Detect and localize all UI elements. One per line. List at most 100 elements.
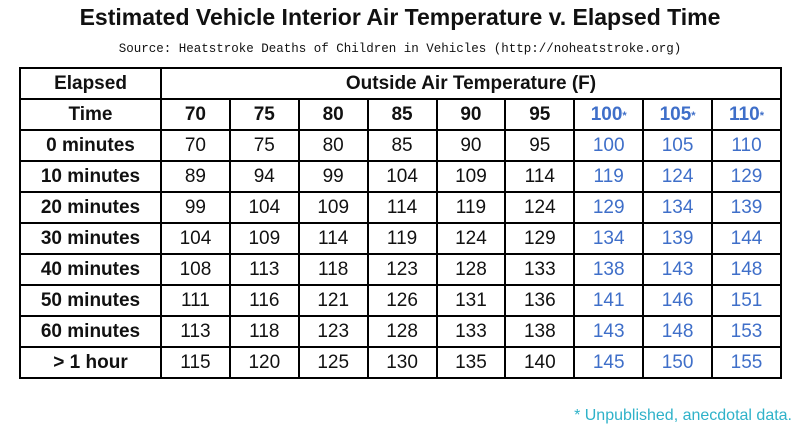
cell: 126	[366, 284, 438, 317]
cell: 144	[711, 222, 782, 255]
cell: 115	[160, 346, 231, 379]
cell: 85	[366, 129, 438, 162]
cell: 128	[435, 253, 507, 286]
cell: 113	[160, 315, 231, 348]
cell: 118	[228, 315, 300, 348]
row-label: 0 minutes	[19, 129, 162, 162]
cell: 130	[366, 346, 438, 379]
cell: 89	[160, 160, 231, 193]
header-row: Elapsed Outside Air Temperature (F)	[19, 67, 782, 100]
data-row: 10 minutes 89 94 99 104 109 114 119 124 129	[19, 160, 782, 193]
cell: 114	[297, 222, 369, 255]
cell: 100	[573, 129, 645, 162]
cell: 119	[366, 222, 438, 255]
column-header: 75	[228, 98, 300, 131]
column-label: 110	[729, 103, 760, 125]
row-label: 50 minutes	[19, 284, 162, 317]
column-label: 90	[460, 103, 482, 125]
column-label: 100	[590, 103, 623, 125]
cell: 134	[573, 222, 645, 255]
cell: 75	[228, 129, 300, 162]
cell: 110	[711, 129, 782, 162]
column-header: 85	[366, 98, 438, 131]
column-mark: *	[691, 109, 696, 122]
cell: 150	[642, 346, 713, 379]
column-header: 110*	[711, 98, 782, 131]
column-header: 70	[160, 98, 231, 131]
cell: 120	[228, 346, 300, 379]
title: Estimated Vehicle Interior Air Temperatu…	[79, 4, 721, 30]
cell: 104	[160, 222, 231, 255]
cell: 145	[573, 346, 645, 379]
cell: 104	[228, 191, 300, 224]
data-row: 60 minutes 113 118 123 128 133 138 143 148 153	[19, 315, 782, 348]
column-header: 90	[435, 98, 507, 131]
cell: 138	[504, 315, 576, 348]
cell: 153	[711, 315, 782, 348]
cell: 141	[573, 284, 645, 317]
cell: 111	[160, 284, 231, 317]
cell: 129	[504, 222, 576, 255]
row-label: 10 minutes	[19, 160, 162, 193]
temperature-table: Elapsed Outside Air Temperature (F) Time 70…	[19, 67, 782, 379]
cell: 129	[573, 191, 645, 224]
cell: 99	[160, 191, 231, 224]
corner-cell: Elapsed	[19, 67, 162, 100]
cell: 129	[711, 160, 782, 193]
cell: 80	[297, 129, 369, 162]
column-label: 85	[391, 103, 413, 125]
column-mark: *	[759, 109, 764, 122]
cell: 128	[366, 315, 438, 348]
cell: 138	[573, 253, 645, 286]
cell: 123	[297, 315, 369, 348]
row-label: 40 minutes	[19, 253, 162, 286]
cell: 119	[435, 191, 507, 224]
cell: 121	[297, 284, 369, 317]
row-label: > 1 hour	[19, 346, 162, 379]
cell: 139	[642, 222, 713, 255]
cell: 143	[573, 315, 645, 348]
cell: 134	[642, 191, 713, 224]
cell: 125	[297, 346, 369, 379]
cell: 146	[642, 284, 713, 317]
cell: 133	[435, 315, 507, 348]
data-row: 20 minutes 99 104 109 114 119 124 129 134 139	[19, 191, 782, 224]
cell: 124	[435, 222, 507, 255]
cell: 105	[642, 129, 713, 162]
cell: 109	[228, 222, 300, 255]
data-row: 30 minutes 104 109 114 119 124 129 134 139 144	[19, 222, 782, 255]
cell: 143	[642, 253, 713, 286]
cell: 109	[435, 160, 507, 193]
column-label: 70	[184, 103, 206, 125]
data-row: > 1 hour 115 120 125 130 135 140 145 150 155	[19, 346, 782, 379]
cell: 140	[504, 346, 576, 379]
data-row: 50 minutes 111 116 121 126 131 136 141 146 151	[19, 284, 782, 317]
data-row: 0 minutes 70 75 80 85 90 95 100 105 110	[19, 129, 782, 162]
cell: 114	[504, 160, 576, 193]
cell: 70	[160, 129, 231, 162]
cell: 114	[366, 191, 438, 224]
cell: 131	[435, 284, 507, 317]
cell: 155	[711, 346, 782, 379]
row-label: 20 minutes	[19, 191, 162, 224]
group-header: Outside Air Temperature (F)	[160, 67, 782, 100]
cell: 104	[366, 160, 438, 193]
column-header: 105*	[642, 98, 713, 131]
row-label: 30 minutes	[19, 222, 162, 255]
column-header: 80	[297, 98, 369, 131]
cell: 99	[297, 160, 369, 193]
row-label: 60 minutes	[19, 315, 162, 348]
corner-cell: Time	[19, 98, 162, 131]
footnote: * Unpublished, anecdotal data.	[574, 407, 792, 424]
cell: 118	[297, 253, 369, 286]
cell: 148	[642, 315, 713, 348]
cell: 124	[642, 160, 713, 193]
column-label: 80	[322, 103, 344, 125]
column-header: 100*	[573, 98, 645, 131]
source: Source: Heatstroke Deaths of Children in…	[118, 42, 682, 56]
column-label: 75	[253, 103, 275, 125]
cell: 123	[366, 253, 438, 286]
header-row: Time 70 75 80 85 90 95 100* 105* 110*	[19, 98, 782, 131]
cell: 113	[228, 253, 300, 286]
